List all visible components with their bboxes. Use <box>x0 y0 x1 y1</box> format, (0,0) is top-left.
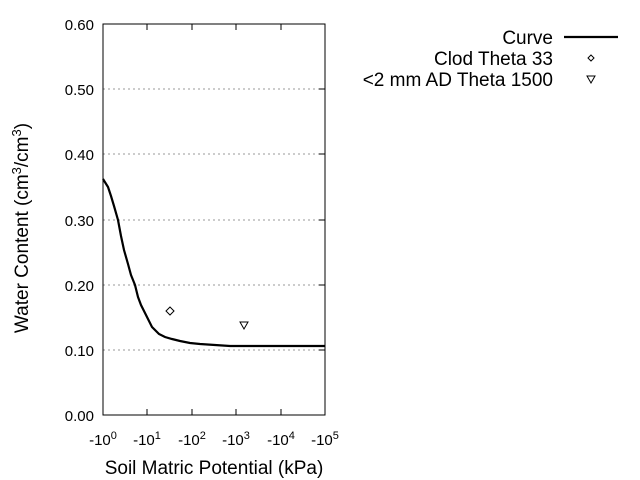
x-tick-label: -104 <box>267 430 295 449</box>
y-tick-label: 0.20 <box>65 278 94 295</box>
axis-ticks <box>146 24 325 415</box>
y-tick-label: 0.30 <box>65 213 94 230</box>
y-tick-label: 0.50 <box>65 82 94 99</box>
legend-label-clod: Clod Theta 33 <box>434 49 553 70</box>
curve-series <box>102 178 325 348</box>
x-tick-label: -100 <box>89 430 117 449</box>
x-axis-label: Soil Matric Potential (kPa) <box>105 458 324 479</box>
y-gridlines <box>103 88 325 351</box>
legend-triangle-icon <box>586 75 596 85</box>
y-tick-label: 0.10 <box>65 343 94 360</box>
legend-label-ad: <2 mm AD Theta 1500 <box>363 70 553 91</box>
y-tick-label: 0.00 <box>65 408 94 425</box>
x-tick-label: -103 <box>222 430 250 449</box>
y-tick-labels: 0.00 0.10 0.20 0.30 0.40 0.50 0.60 <box>65 17 94 425</box>
y-tick-label: 0.60 <box>65 17 94 34</box>
y-axis-label: Water Content (cm3/cm3) <box>9 123 33 333</box>
x-tick-labels: -100 -101 -102 -103 -104 -105 <box>89 430 339 449</box>
x-tick-label: -101 <box>133 430 161 449</box>
y-tick-label: 0.40 <box>65 147 94 164</box>
legend-diamond-icon <box>587 54 595 62</box>
x-tick-label: -102 <box>178 430 206 449</box>
diamond-marker-clod-theta-33 <box>165 306 175 316</box>
triangle-marker-ad-theta-1500 <box>239 321 249 331</box>
x-tick-label: -105 <box>311 430 339 449</box>
legend-label-curve: Curve <box>502 28 553 49</box>
legend: Curve Clod Theta 33 <2 mm AD Theta 1500 <box>363 28 618 91</box>
